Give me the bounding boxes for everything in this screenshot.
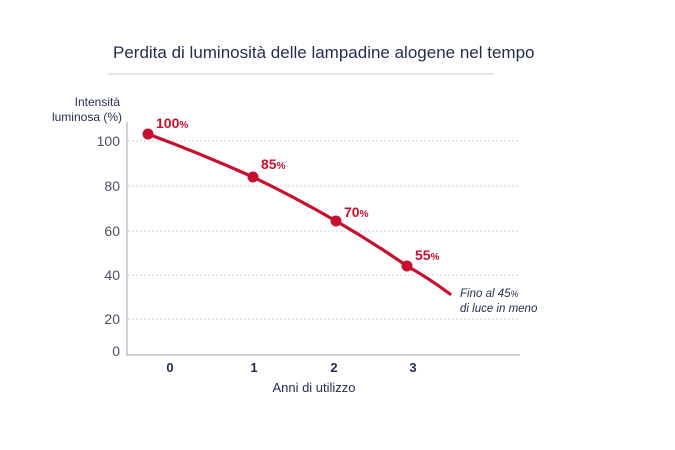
annotation-prefix: Fino al — [460, 288, 498, 300]
data-label-value: 100 — [156, 115, 180, 131]
y-tick-label: 80 — [104, 178, 120, 194]
data-label: 55% — [415, 247, 440, 263]
data-point — [401, 260, 413, 272]
data-label-suffix: % — [179, 120, 188, 131]
data-label: 100% — [156, 115, 188, 131]
y-tick-label: 0 — [112, 343, 120, 359]
annotation-line2: di luce in meno — [460, 303, 538, 315]
gridlines — [128, 140, 520, 320]
data-point — [247, 171, 259, 183]
y-tick-labels: 100 80 60 40 20 0 — [97, 133, 121, 359]
data-label-value: 70 — [344, 204, 360, 220]
data-label: 70% — [344, 204, 369, 220]
data-label-value: 55 — [415, 247, 431, 263]
x-axis-label: Anni di utilizzo — [272, 380, 355, 395]
y-tick-label: 20 — [104, 311, 120, 327]
y-axis-label-line1: Intensità — [75, 95, 121, 109]
y-tick-label: 100 — [97, 133, 121, 149]
data-label-suffix: % — [277, 161, 286, 172]
annotation-value: 45 — [498, 288, 511, 300]
data-point — [330, 215, 342, 227]
data-labels: 100%85%70%55% — [156, 115, 440, 263]
x-tick-labels: 0 1 2 3 — [166, 360, 416, 375]
data-point — [142, 128, 154, 140]
x-tick-label: 0 — [166, 360, 173, 375]
y-tick-label: 40 — [104, 267, 120, 283]
x-tick-label: 1 — [250, 360, 257, 375]
y-axis-label-line2: luminosa (%) — [52, 110, 122, 124]
x-tick-label: 2 — [330, 360, 337, 375]
data-points — [142, 128, 413, 272]
data-label: 85% — [261, 156, 286, 172]
chart-title: Perdita di luminosità delle lampadine al… — [113, 43, 535, 62]
data-label-value: 85 — [261, 156, 277, 172]
data-label-suffix: % — [360, 209, 369, 220]
y-tick-label: 60 — [104, 223, 120, 239]
annotation-suffix: % — [511, 289, 519, 299]
data-label-suffix: % — [431, 252, 440, 263]
x-tick-label: 3 — [409, 360, 416, 375]
annotation-line1: Fino al 45% — [460, 288, 519, 300]
